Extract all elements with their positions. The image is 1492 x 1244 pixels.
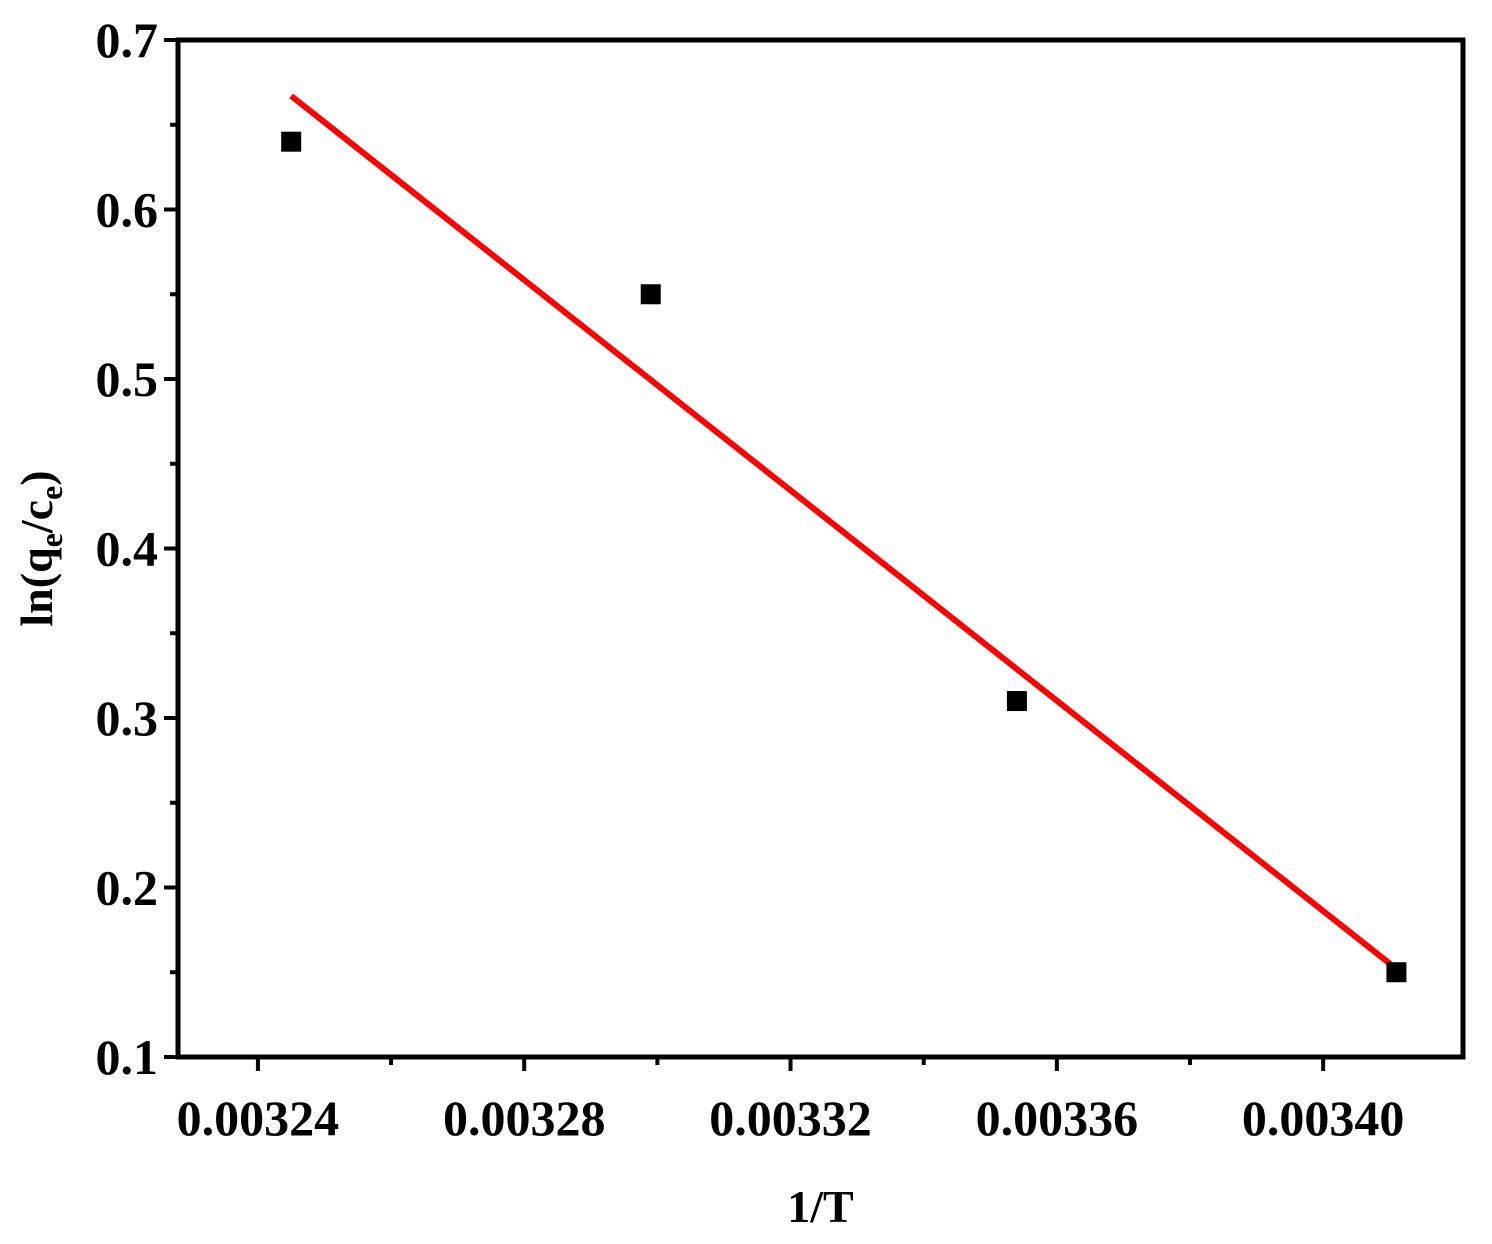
- x-tick-label: 0.00328: [443, 1090, 606, 1146]
- y-tick-label: 0.3: [96, 690, 159, 746]
- data-point: [1006, 691, 1027, 712]
- points-layer: [281, 131, 1407, 983]
- x-tick-label: 0.00332: [709, 1090, 872, 1146]
- y-axis-title: ln(qe/ce): [11, 470, 69, 626]
- y-tick-label: 0.1: [96, 1029, 159, 1085]
- data-point: [1386, 962, 1407, 983]
- x-tick-label: 0.00324: [177, 1090, 340, 1146]
- x-tick-label: 0.00336: [976, 1090, 1139, 1146]
- x-axis: 0.00324 0.00328 0.00332 0.00336 0.00340: [177, 1057, 1405, 1146]
- x-tick-label: 0.00340: [1242, 1090, 1405, 1146]
- y-tick-label: 0.6: [96, 182, 159, 238]
- fit-line: [289, 93, 1399, 972]
- x-axis-title: 1/T: [787, 1181, 853, 1232]
- plot-frame: [175, 37, 1466, 1060]
- y-axis: 0.1 0.2 0.3 0.4 0.5 0.6 0.7: [96, 12, 178, 1085]
- plot-area: 0.10.20.30.40.50.60.7 0.00324 0.00328 0.00…: [96, 12, 1466, 1146]
- fit-line-layer: [289, 93, 1399, 972]
- y-tick-label: 0.4: [96, 521, 159, 577]
- y-tick-label: 0.2: [96, 860, 159, 916]
- data-point: [640, 284, 661, 305]
- data-point: [281, 131, 302, 152]
- y-tick-label: 0.7: [96, 12, 159, 68]
- y-tick-label: 0.5: [96, 351, 159, 407]
